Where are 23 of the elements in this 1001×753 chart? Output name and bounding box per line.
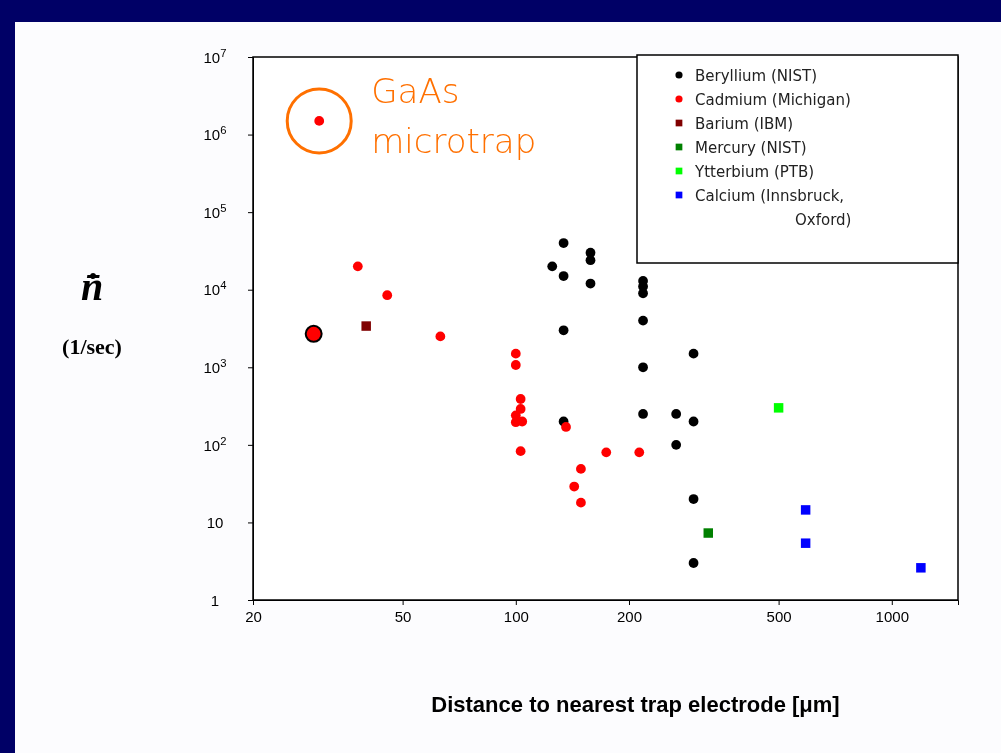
annotation: GaAs microtrap: [371, 70, 537, 161]
legend-label: Cadmium (Michigan): [695, 91, 851, 109]
x-tick-label: 100: [503, 608, 529, 625]
x-tick-label: 1000: [875, 608, 909, 625]
y-tick-label: 10$^{4}$: [203, 279, 227, 299]
y-axis-title: n̄̇ (1/sec): [62, 264, 122, 359]
x-tick-label: 50: [394, 608, 412, 625]
y-tick-label: 10$^{7}$: [203, 46, 227, 66]
legend-label: Mercury (NIST): [695, 139, 807, 157]
y-tick-label: 10$^{2}$: [203, 434, 227, 454]
legend-label: Beryllium (NIST): [695, 67, 817, 85]
legend-label: Calcium (Innsbruck, Oxford): [695, 187, 852, 229]
legend-label: Ytterbium (PTB): [694, 163, 815, 181]
x-axis-title: Distance to nearest trap electrode [μm]: [431, 692, 840, 717]
legend-label: Barium (IBM): [695, 115, 794, 133]
y-tick-label: 10$^{5}$: [203, 201, 227, 221]
x-tick-label: 500: [766, 608, 792, 625]
y-tick-label: 10$^{6}$: [203, 124, 227, 144]
x-tick-label: 200: [616, 608, 642, 625]
y-tick-label: 10: [206, 514, 224, 532]
y-tick-label: 1: [210, 591, 220, 609]
x-tick-label: 20: [245, 608, 262, 625]
y-tick-label: 10$^{3}$: [203, 357, 227, 377]
